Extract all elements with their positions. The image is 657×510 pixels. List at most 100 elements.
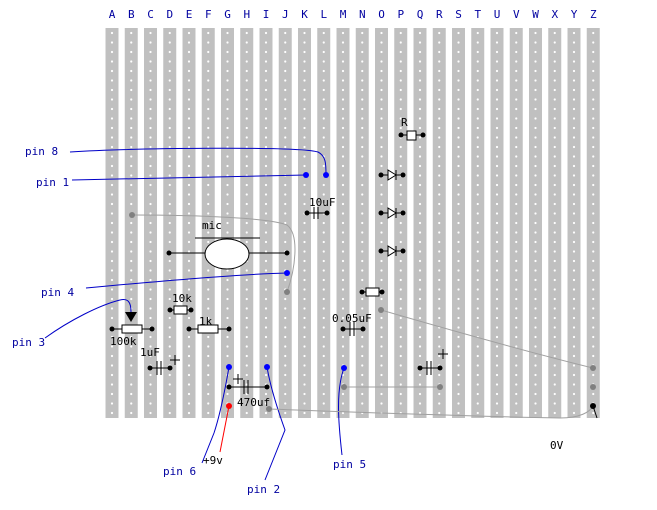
strip-hole xyxy=(495,221,499,225)
strip-hole xyxy=(399,79,402,82)
strip-hole xyxy=(438,69,441,73)
strip-hole xyxy=(476,69,479,73)
strip-hole xyxy=(534,259,537,263)
strip-hole xyxy=(418,307,422,310)
strip-hole xyxy=(438,193,441,196)
strip-hole xyxy=(322,250,325,253)
wire-9v xyxy=(219,405,230,453)
strip-hole xyxy=(264,98,268,101)
strip-hole xyxy=(264,345,268,348)
strip-hole xyxy=(168,221,171,225)
strip-hole xyxy=(495,107,499,111)
strip-hole xyxy=(264,335,268,339)
strip-hole xyxy=(418,60,422,63)
strip-hole xyxy=(149,259,152,263)
strip-hole xyxy=(168,69,171,73)
strip-hole xyxy=(284,212,287,215)
strip-hole xyxy=(149,50,152,54)
strip-hole xyxy=(110,307,114,310)
strip-hole xyxy=(168,183,171,187)
strip-hole xyxy=(322,193,325,196)
node-ground xyxy=(590,403,596,409)
strip-hole xyxy=(399,69,402,73)
strip-hole xyxy=(341,259,345,263)
strip-hole xyxy=(361,392,364,396)
strip-hole xyxy=(245,193,248,196)
strip-hole xyxy=(187,117,191,120)
strip-hole xyxy=(592,107,595,111)
strip-hole xyxy=(149,31,152,35)
strip-hole xyxy=(438,221,441,225)
strip-hole xyxy=(572,69,576,73)
strip-hole xyxy=(495,202,499,206)
strip-hole xyxy=(457,402,460,405)
strip-hole xyxy=(303,354,306,358)
strip-hole xyxy=(341,41,345,44)
strip-hole xyxy=(380,41,383,44)
strip-hole xyxy=(303,221,306,225)
strip-hole xyxy=(284,41,287,44)
strip-hole xyxy=(187,383,191,386)
strip-hole xyxy=(264,202,268,206)
strip-hole xyxy=(284,136,287,139)
strip-hole xyxy=(226,212,229,215)
strip-hole xyxy=(380,269,383,272)
strip-hole xyxy=(110,259,114,263)
strip-hole xyxy=(572,345,576,348)
strip-hole xyxy=(361,307,364,310)
capacitor-005uf xyxy=(340,322,366,336)
strip-hole xyxy=(438,174,441,177)
strip-hole xyxy=(168,240,171,244)
strip-hole xyxy=(515,60,518,63)
strip-hole xyxy=(418,392,422,396)
strip-hole xyxy=(264,212,268,215)
node-pin2 xyxy=(264,364,270,370)
column-label-p: P xyxy=(397,8,404,21)
strip-hole xyxy=(130,88,133,92)
strip-hole xyxy=(553,98,556,101)
led-top xyxy=(378,169,406,181)
strip-hole xyxy=(226,164,229,168)
label-pin2: pin 2 xyxy=(247,483,280,496)
strip-hole xyxy=(553,221,556,225)
strip-hole xyxy=(361,316,364,320)
strip-hole xyxy=(399,259,402,263)
label-pin8: pin 8 xyxy=(25,145,58,158)
strip-hole xyxy=(245,345,248,348)
strip-hole xyxy=(207,183,210,187)
strip-hole xyxy=(438,164,441,168)
strip-hole xyxy=(553,69,556,73)
strip-hole xyxy=(110,297,114,301)
strip-hole xyxy=(457,107,460,111)
strip-hole xyxy=(592,193,595,196)
strip-hole xyxy=(553,202,556,206)
strip-hole xyxy=(592,69,595,73)
strip-hole xyxy=(534,411,537,415)
strip-hole xyxy=(438,240,441,244)
strip-hole xyxy=(187,155,191,158)
strip-hole xyxy=(187,288,191,291)
strip-hole xyxy=(399,107,402,111)
strip-hole xyxy=(457,354,460,358)
strip-hole xyxy=(592,126,595,130)
strip-hole xyxy=(515,354,518,358)
strip-hole xyxy=(418,107,422,111)
strip-hole xyxy=(592,212,595,215)
strip-hole xyxy=(130,231,133,234)
strip-hole xyxy=(149,307,152,310)
strip-hole xyxy=(572,145,576,149)
label-pin6: pin 6 xyxy=(163,465,196,478)
strip-hole xyxy=(534,326,537,329)
strip-hole xyxy=(476,60,479,63)
strip-hole xyxy=(110,288,114,291)
strip-hole xyxy=(438,288,441,291)
strip-hole xyxy=(341,221,345,225)
strip-hole xyxy=(534,79,537,82)
strip-hole xyxy=(187,221,191,225)
strip-hole xyxy=(361,202,364,206)
strip-hole xyxy=(476,212,479,215)
led-bottom xyxy=(378,245,406,257)
label-resistor-10k: 10k xyxy=(172,292,192,305)
strip-hole xyxy=(476,288,479,291)
strip-hole xyxy=(418,354,422,358)
